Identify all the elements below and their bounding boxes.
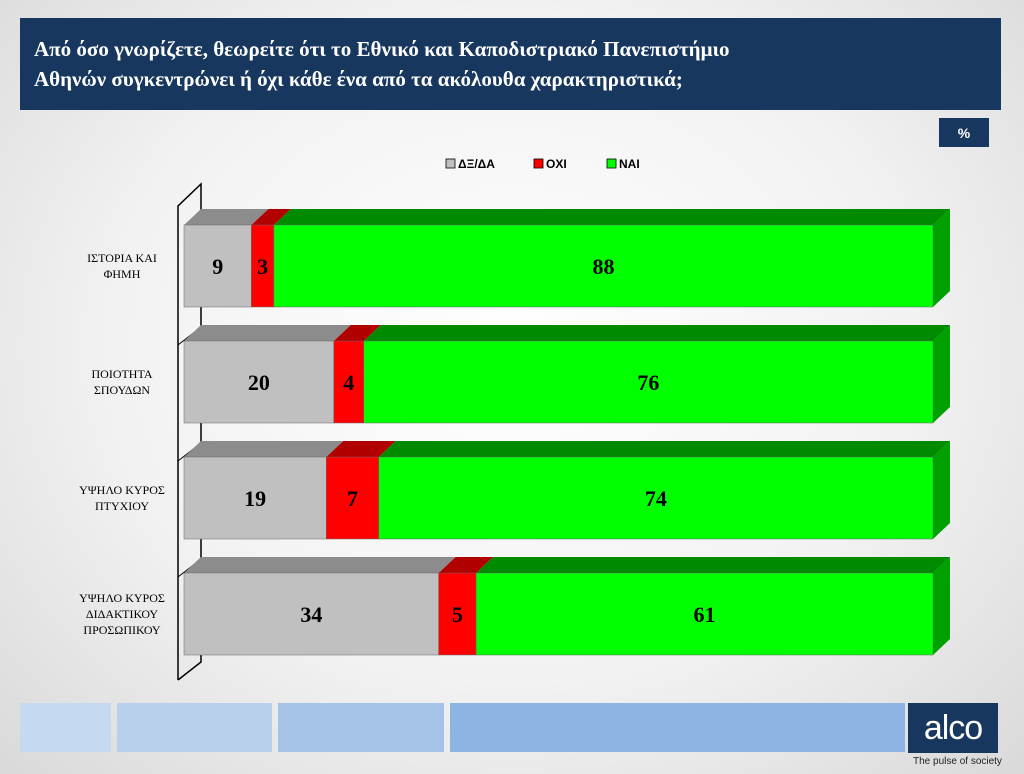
footer-strip-4 — [450, 703, 905, 752]
bar-side — [933, 325, 950, 423]
bar-top-1 — [333, 325, 381, 341]
bar-segment-2 — [378, 456, 934, 540]
legend-label-0: ΔΞ/ΔΑ — [458, 157, 495, 171]
data-label: 4 — [343, 370, 354, 395]
data-label: 61 — [694, 602, 716, 627]
data-label: 20 — [248, 370, 270, 395]
chart-title-line-2: Αθηνών συγκεντρώνει ή όχι κάθε ένα από τ… — [34, 67, 683, 91]
bar-segment-0 — [183, 340, 335, 424]
data-label: 9 — [212, 254, 223, 279]
data-label: 19 — [244, 486, 266, 511]
category-label: ΙΣΤΟΡΙΑ ΚΑΙ — [87, 251, 157, 265]
stacked-bar-chart: ΔΞ/ΔΑ ΟΧΙ ΝΑΙ ΙΣΤΟΡΙΑ ΚΑΙ ΦΗΜΗ ΠΟΙΟΤΗΤΑ ΣΠΟΥΔΩ… — [79, 157, 950, 681]
data-label: 7 — [347, 486, 358, 511]
footer-strip-3 — [278, 703, 444, 752]
category-label: ΠΟΙΟΤΗΤΑ — [91, 367, 152, 381]
legend-swatch-2 — [606, 158, 617, 169]
bar-top-1 — [251, 209, 291, 225]
legend-label-1: ΟΧΙ — [546, 157, 567, 171]
title-banner: Από όσο γνωρίζετε, θεωρείτε ότι το Εθνικ… — [20, 18, 1001, 110]
bar-segment-0 — [183, 572, 439, 656]
category-label: ΥΨΗΛΟ ΚΥΡΟΣ — [79, 483, 165, 497]
category-label: ΦΗΜΗ — [104, 267, 141, 281]
bar-top-0 — [184, 209, 269, 225]
bar-top-2 — [476, 557, 950, 573]
bar-side — [933, 557, 950, 655]
footer-strip-1 — [20, 703, 111, 752]
bar-top-0 — [184, 441, 344, 457]
alco-logo: alco — [908, 703, 998, 753]
bar-side — [933, 209, 950, 307]
bar-side — [933, 441, 950, 539]
bar-top-2 — [363, 325, 950, 341]
footer-strip-2 — [117, 703, 272, 752]
chart-wall-axis — [177, 182, 202, 681]
legend-swatch-1 — [533, 158, 544, 169]
data-label: 34 — [300, 602, 322, 627]
bar-top-0 — [184, 557, 456, 573]
bar-top-1 — [438, 557, 494, 573]
category-label: ΥΨΗΛΟ ΚΥΡΟΣ — [79, 591, 165, 605]
bar-segment-2 — [273, 224, 934, 308]
data-label: 3 — [257, 254, 268, 279]
category-label: ΠΤΥΧΙΟΥ — [95, 499, 149, 513]
bar-top-0 — [184, 325, 351, 341]
data-label: 5 — [452, 602, 463, 627]
bar-segment-0 — [183, 456, 327, 540]
legend-swatch-0 — [445, 158, 456, 169]
bar-segment-1 — [326, 456, 379, 540]
bar-top-1 — [326, 441, 396, 457]
legend-label-2: ΝΑΙ — [619, 157, 640, 171]
category-label: ΣΠΟΥΔΩΝ — [94, 383, 151, 397]
category-label: ΔΙΔΑΚΤΙΚΟΥ — [86, 607, 158, 621]
bar-top-2 — [378, 441, 950, 457]
chart-title-line-1: Από όσο γνωρίζετε, θεωρείτε ότι το Εθνικ… — [34, 37, 730, 61]
bar-top-2 — [273, 209, 950, 225]
bar-segment-2 — [363, 340, 934, 424]
data-label: 74 — [645, 486, 667, 511]
logo-tagline: The pulse of society — [913, 756, 1002, 767]
data-label: 88 — [592, 254, 614, 279]
category-label: ΠΡΟΣΩΠΙΚΟΥ — [83, 623, 160, 637]
data-label: 76 — [637, 370, 659, 395]
unit-badge: % — [939, 118, 989, 147]
